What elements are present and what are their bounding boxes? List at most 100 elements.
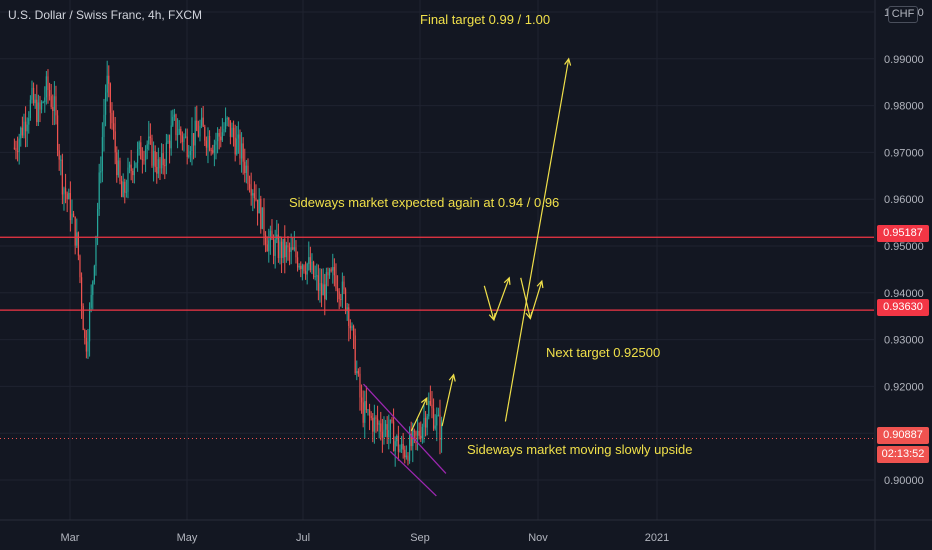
- candle-body: [165, 142, 167, 166]
- candle-body: [188, 155, 190, 157]
- channel-upper-line: [362, 383, 447, 474]
- candle-body: [28, 118, 30, 125]
- candle-body: [85, 337, 87, 352]
- candle-body: [95, 236, 97, 266]
- candle-body: [109, 83, 111, 113]
- candle-body: [132, 170, 134, 176]
- candle-body: [296, 257, 299, 268]
- candle-body: [39, 102, 41, 110]
- candle-body: [324, 284, 326, 300]
- candle-body: [258, 198, 260, 214]
- candle-body: [189, 151, 191, 156]
- candle-body: [341, 281, 343, 300]
- candle-body: [280, 241, 283, 258]
- candle-body: [239, 134, 241, 159]
- candle-body: [362, 402, 364, 423]
- countdown-tag: 02:13:52: [877, 446, 929, 463]
- candle-body: [157, 159, 159, 174]
- candle-body: [207, 135, 209, 148]
- candle-body: [253, 193, 255, 199]
- candle-body: [202, 117, 204, 127]
- candle-body: [354, 335, 356, 374]
- candle-body: [247, 165, 249, 185]
- candle-body: [34, 99, 36, 104]
- candle-body: [100, 171, 102, 173]
- projection-arrow: [441, 374, 455, 427]
- annotation-sideways-moving: Sideways market moving slowly upside: [467, 442, 693, 457]
- candle-body: [226, 118, 228, 120]
- candle-body: [245, 165, 247, 174]
- candle-body: [332, 267, 334, 271]
- candle-body: [143, 159, 145, 161]
- candle-body: [55, 96, 57, 116]
- candle-body: [301, 265, 303, 270]
- candle-body: [330, 269, 332, 271]
- candle-body: [24, 121, 27, 132]
- candle-body: [82, 305, 84, 331]
- last-price-tag: 0.90887: [877, 427, 929, 444]
- candle-body: [328, 269, 331, 276]
- candle-body: [288, 247, 291, 252]
- candle-body: [173, 114, 175, 117]
- candle-body: [413, 430, 415, 432]
- candle-body: [285, 245, 287, 258]
- candle-body: [356, 371, 358, 374]
- candle-body: [47, 76, 49, 91]
- candle-body: [290, 247, 292, 252]
- candle-body: [194, 120, 196, 146]
- candle-body: [63, 188, 65, 195]
- candle-body: [96, 209, 99, 237]
- y-tick-label: 0.96000: [884, 194, 924, 206]
- candle-body: [44, 97, 46, 103]
- candle-body: [365, 401, 367, 410]
- candle-body: [391, 419, 393, 422]
- candle-body: [228, 118, 230, 121]
- candle-body: [420, 435, 422, 439]
- x-tick-label: Jul: [296, 532, 310, 544]
- candle-body: [197, 130, 199, 137]
- currency-badge[interactable]: CHF: [888, 6, 918, 23]
- candle-body: [60, 159, 62, 161]
- candle-body: [264, 235, 267, 245]
- candle-body: [367, 409, 369, 411]
- y-tick-label: 0.90000: [884, 475, 924, 487]
- candle-body: [164, 165, 166, 167]
- candle-body: [252, 193, 254, 196]
- candle-body: [218, 133, 220, 137]
- upper-level-tag: 0.95187: [877, 225, 929, 242]
- candle-body: [23, 121, 25, 136]
- candle-body: [168, 140, 171, 149]
- candle-body: [349, 325, 351, 329]
- candle-body: [50, 96, 52, 108]
- candle-body: [316, 275, 318, 277]
- candle-body: [192, 133, 195, 146]
- price-levels: [0, 236, 874, 439]
- candle-body: [58, 150, 60, 160]
- candle-body: [125, 191, 127, 193]
- projection-arrowhead: [503, 276, 511, 285]
- candle-body: [92, 281, 94, 295]
- candle-body: [415, 431, 417, 436]
- candle-body: [74, 216, 76, 246]
- candle-body: [196, 120, 198, 131]
- candle-body: [120, 180, 123, 197]
- y-tick-label: 0.97000: [884, 147, 924, 159]
- candle-body: [69, 192, 71, 221]
- y-tick-label: 0.92000: [884, 381, 924, 393]
- candle-body: [205, 140, 207, 148]
- candle-body: [378, 423, 380, 425]
- projection-arrowhead: [448, 373, 456, 382]
- candle-body: [268, 240, 270, 252]
- symbol-title[interactable]: U.S. Dollar / Swiss Franc, 4h, FXCM: [8, 8, 203, 22]
- candle-body: [248, 184, 251, 189]
- candle-body: [112, 123, 115, 132]
- candle-body: [428, 400, 430, 417]
- candle-body: [148, 136, 150, 145]
- candle-body: [176, 134, 179, 136]
- candle-body: [167, 140, 169, 143]
- candle-body: [327, 272, 329, 276]
- candle-body: [237, 134, 239, 139]
- candle-body: [320, 283, 323, 296]
